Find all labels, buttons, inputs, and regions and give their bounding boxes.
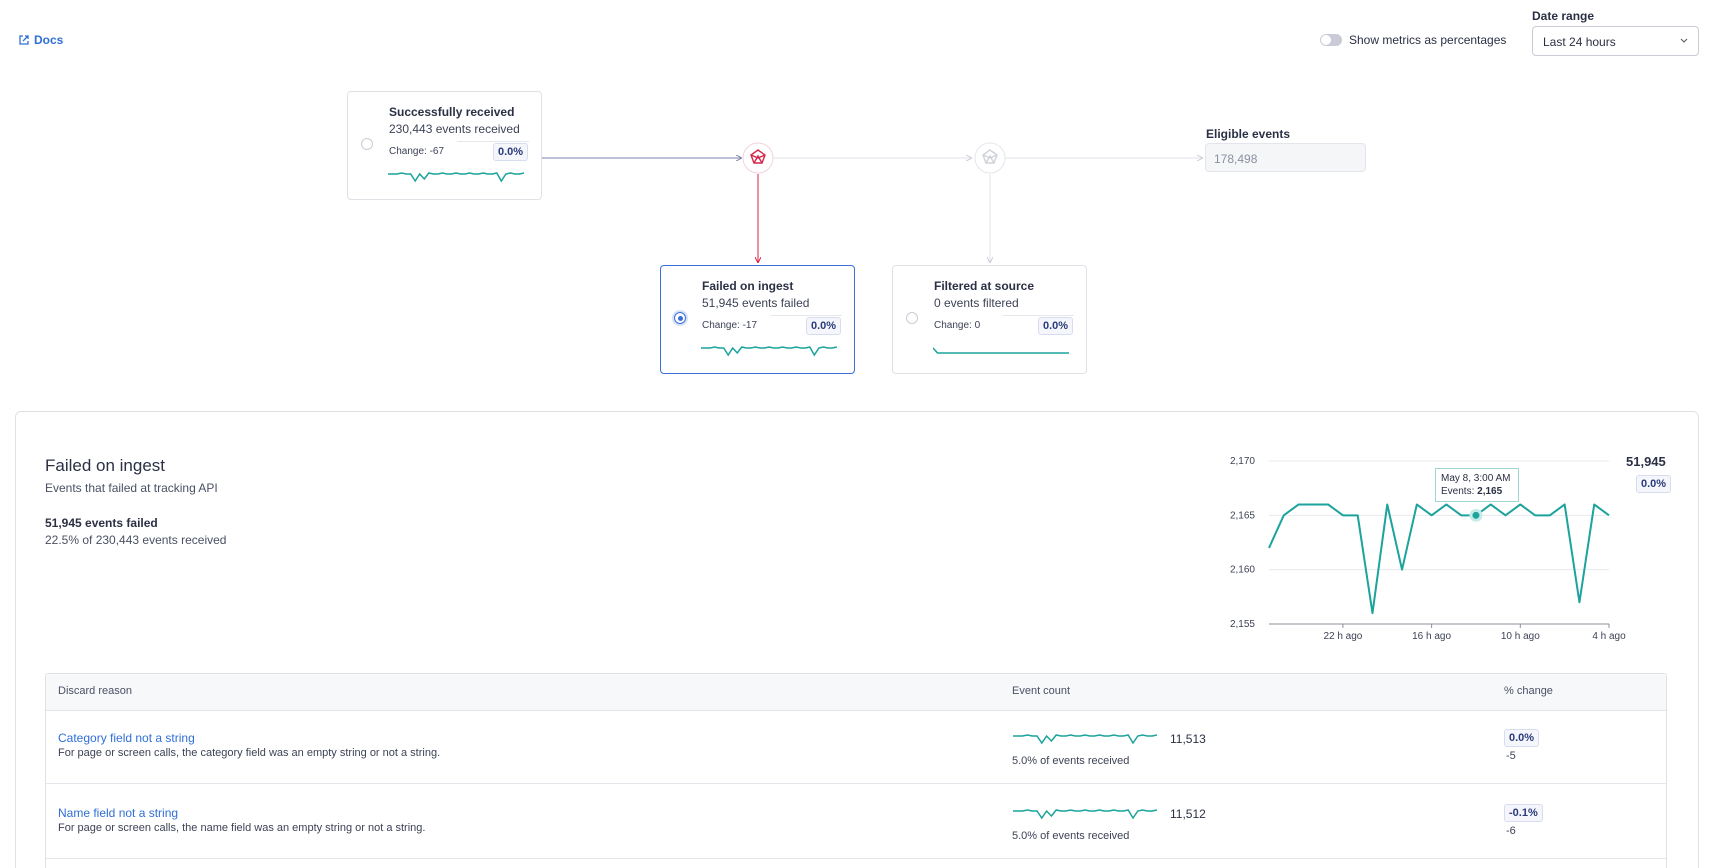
tooltip-date: May 8, 3:00 AM <box>1441 473 1511 484</box>
table-header-cell: Event count <box>1012 685 1071 697</box>
event-count: 11,512 <box>1170 807 1206 821</box>
flow-connectors <box>541 142 1711 400</box>
sparkline <box>1013 809 1157 820</box>
x-tick-label: 4 h ago <box>1592 631 1626 642</box>
reason-description: For page or screen calls, the category f… <box>58 747 441 759</box>
radio <box>906 312 918 324</box>
docs-link[interactable]: Docs <box>34 33 64 47</box>
sparkline-path <box>1013 734 1157 745</box>
change-badge: 0.0% <box>1504 729 1540 747</box>
detail-count: 51,945 events failed <box>45 516 158 530</box>
sparkline-path <box>701 346 837 357</box>
reason-link[interactable]: Category field not a string <box>58 731 195 745</box>
y-tick-label: 2,155 <box>1230 619 1255 630</box>
eligible-box: 178,498 <box>1205 143 1366 172</box>
hover-point <box>1469 508 1483 522</box>
change-value: -5 <box>1506 750 1516 762</box>
eligible-value: 178,498 <box>1214 152 1258 166</box>
node-title: Filtered at source <box>934 279 1035 293</box>
sparkline <box>701 346 837 357</box>
radio <box>361 138 373 150</box>
node-change: Change: -67 <box>389 146 445 157</box>
date-range-label: Date range <box>1532 9 1595 23</box>
node-badge: 0.0% <box>493 143 529 161</box>
sparkline <box>1013 734 1157 745</box>
tooltip-value: 2,165 <box>1477 486 1503 497</box>
event-count: 11,513 <box>1170 732 1206 746</box>
detail-ratio: 22.5% of 230,443 events received <box>45 533 227 547</box>
y-tick-label: 2,165 <box>1230 510 1255 521</box>
node-badge: 0.0% <box>806 317 842 335</box>
data-line <box>1268 503 1610 615</box>
toggle[interactable] <box>1320 34 1342 46</box>
node-divider <box>1002 315 1074 316</box>
node-divider <box>457 141 529 142</box>
stage-glyph <box>982 149 998 164</box>
detail-title: Failed on ingest <box>45 456 166 475</box>
node-subtitle: 230,443 events received <box>389 122 520 136</box>
row-divider <box>46 783 1666 784</box>
x-tick-label: 22 h ago <box>1323 631 1362 642</box>
node-title: Successfully received <box>389 105 515 119</box>
flow-node[interactable] <box>347 91 542 200</box>
date-range-value: Last 24 hours <box>1543 35 1616 49</box>
reason-description: For page or screen calls, the name field… <box>58 822 426 834</box>
sparkline <box>933 347 1069 354</box>
x-tick-label: 10 h ago <box>1501 631 1540 642</box>
node-title: Failed on ingest <box>702 279 794 293</box>
event-share: 5.0% of events received <box>1012 755 1130 767</box>
chart-total: 51,945 <box>1626 454 1666 469</box>
sparkline-path <box>933 347 1069 354</box>
row-divider <box>46 858 1666 859</box>
tooltip: May 8, 3:00 AM Events: 2,165 <box>1435 468 1519 502</box>
chart-badge: 0.0% <box>1636 475 1672 493</box>
line-chart: 2,155 2,160 2,165 2,170 22 h ago 16 h ago 10 h… <box>1230 456 1626 642</box>
event-share: 5.0% of events received <box>1012 830 1130 842</box>
detail-subtitle: Events that failed at tracking API <box>45 481 218 495</box>
x-tick-label: 16 h ago <box>1412 631 1451 642</box>
change-badge: -0.1% <box>1504 804 1543 822</box>
table-header <box>46 674 1666 711</box>
y-tick-label: 2,170 <box>1230 456 1255 467</box>
reason-link[interactable]: Name field not a string <box>58 806 179 820</box>
table-header-cell: Discard reason <box>58 685 132 697</box>
tooltip-label: Events: <box>1441 486 1475 497</box>
external-link-icon <box>19 35 29 45</box>
y-tick-label: 2,160 <box>1230 565 1255 576</box>
radio-dot <box>678 316 683 321</box>
stage-glyph <box>750 149 766 164</box>
node-badge: 0.0% <box>1038 317 1074 335</box>
node-change: Change: 0 <box>934 320 981 331</box>
node-change: Change: -17 <box>702 320 758 331</box>
node-subtitle: 51,945 events failed <box>702 296 810 310</box>
node-divider <box>770 315 842 316</box>
table <box>45 673 1667 868</box>
table-header-cell: % change <box>1504 685 1553 697</box>
change-value: -6 <box>1506 825 1516 837</box>
tooltip-line: Events: 2,165 <box>1441 486 1513 497</box>
sparkline <box>388 172 524 183</box>
radio <box>674 312 686 324</box>
node-subtitle: 0 events filtered <box>934 296 1019 310</box>
toggle-label: Show metrics as percentages <box>1349 33 1507 47</box>
sparkline-path <box>1013 809 1157 820</box>
date-range-select[interactable]: Last 24 hours <box>1532 26 1699 56</box>
eligible-label: Eligible events <box>1206 127 1291 141</box>
chevron <box>1680 38 1688 43</box>
sparkline-path <box>388 172 524 183</box>
